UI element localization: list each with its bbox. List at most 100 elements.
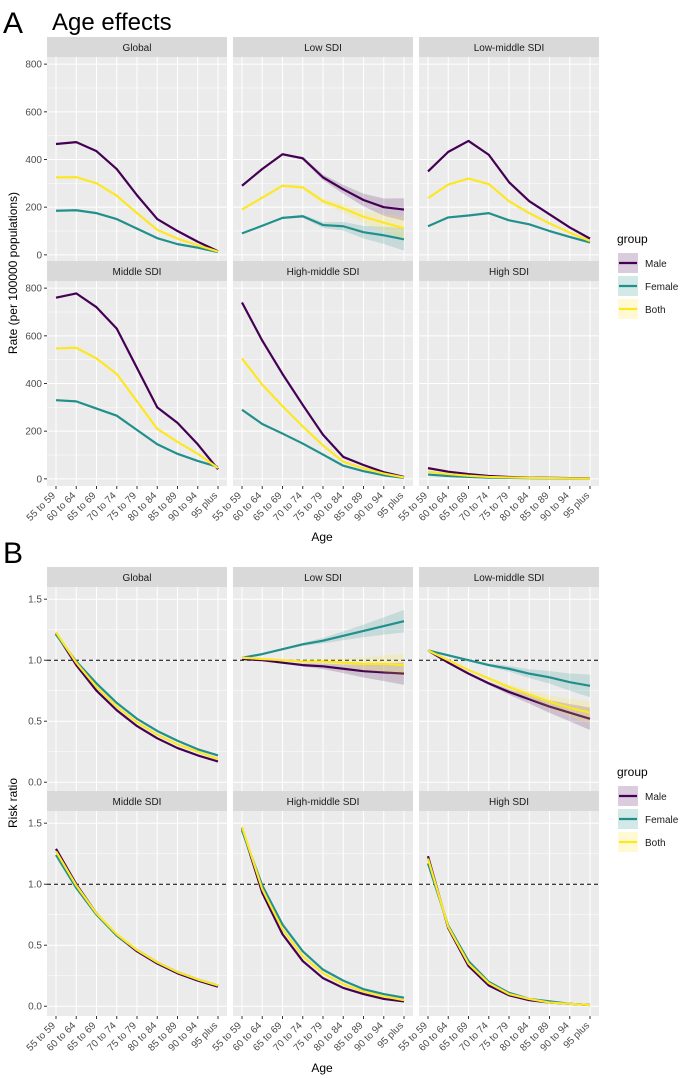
y-axis-title: Risk ratio	[6, 778, 20, 828]
facet-strip-label: Low-middle SDI	[474, 573, 545, 584]
facet-strip	[419, 567, 599, 587]
facet-global: Global 0.0 0.5 1.0 1.5	[28, 567, 227, 792]
series-line-female	[241, 215, 405, 241]
facet-strip	[419, 261, 599, 281]
facet-strip	[233, 791, 413, 811]
x-axis-title: Age	[311, 1061, 333, 1075]
facet-strip	[47, 567, 227, 587]
series-line-male	[427, 649, 591, 720]
confidence-band-female	[428, 650, 590, 698]
y-tick-label: 0.5	[28, 717, 42, 728]
facet-low-sdi: Low SDI	[233, 37, 413, 262]
facet-strip	[233, 567, 413, 587]
y-tick-label: 0	[36, 250, 42, 261]
series-line-both	[427, 649, 591, 714]
series-line-male	[241, 301, 405, 479]
series-line-male	[240, 827, 405, 1003]
y-tick-label: 200	[25, 203, 42, 214]
series-line-both	[55, 176, 219, 253]
facet-strip	[47, 37, 227, 57]
legend-label-both: Both	[645, 305, 666, 316]
facet-strip-label: High-middle SDI	[287, 267, 360, 278]
facet-strip-label: Global	[123, 573, 152, 584]
series-line-female	[55, 209, 219, 254]
series-line-both	[240, 826, 405, 1002]
y-tick-label: 0.0	[28, 1002, 42, 1013]
legend-label-female: Female	[645, 815, 679, 826]
panel-a-letter: A	[3, 7, 23, 40]
confidence-band-male	[242, 658, 404, 685]
y-tick-label: 800	[25, 284, 42, 295]
facet-strip	[47, 791, 227, 811]
y-tick-label: 1.0	[28, 880, 42, 891]
y-tick-label: 1.5	[28, 819, 42, 830]
series-line-male	[241, 153, 405, 211]
series-line-both	[241, 184, 405, 230]
facet-strip	[233, 261, 413, 281]
chart-risk-ratio: Global 0.0 0.5 1.0 1.5 Low SDI Low-middle SDI M…	[6, 567, 679, 1075]
facet-strip-label: High-middle SDI	[287, 797, 360, 808]
facet-strip-label: Middle SDI	[113, 267, 162, 278]
y-tick-label: 800	[25, 60, 42, 71]
y-tick-label: 0.5	[28, 941, 42, 952]
facet-low-middle-sdi: Low-middle SDI	[419, 37, 599, 262]
confidence-band-male	[242, 153, 404, 221]
series-line-female	[427, 212, 591, 244]
confidence-band-both	[242, 185, 404, 240]
facet-global: Global 0 200 400 600 800	[25, 37, 227, 262]
series-line-female	[55, 399, 219, 468]
y-tick-label: 1.5	[28, 595, 42, 606]
facet-low-sdi: Low SDI	[233, 567, 413, 792]
confidence-band-female	[242, 609, 404, 658]
y-tick-label: 0	[36, 474, 42, 485]
series-line-male	[55, 632, 219, 763]
legend-label-male: Male	[645, 792, 667, 803]
series-line-both	[426, 858, 591, 1007]
series-line-female	[240, 830, 405, 999]
chart-age-effects: Global 0 200 400 600 800 Low SDI Low-middle SDI…	[6, 37, 679, 544]
y-tick-label: 600	[25, 107, 42, 118]
y-axis-title: Rate (per 100000 populations)	[6, 192, 20, 354]
y-tick-label: 600	[25, 331, 42, 342]
series-line-both	[55, 346, 219, 470]
facet-strip-label: High SDI	[489, 267, 529, 278]
y-tick-label: 400	[25, 379, 42, 390]
facet-strip-label: Low-middle SDI	[474, 43, 545, 54]
confidence-band-both	[242, 653, 404, 677]
series-line-male	[55, 140, 219, 253]
legend: group Male Female Both	[617, 765, 679, 852]
panel-a-title: Age effects	[52, 9, 172, 36]
legend-title: group	[617, 232, 648, 246]
series-line-female	[55, 633, 219, 757]
series-line-female	[427, 649, 591, 687]
series-line-both	[427, 177, 591, 243]
series-line-female	[241, 620, 405, 659]
legend-label-both: Both	[645, 838, 666, 849]
facet-strip-label: Global	[123, 43, 152, 54]
facet-low-middle-sdi: Low-middle SDI	[419, 567, 599, 792]
panel-b-letter: B	[3, 537, 23, 570]
facet-strip	[47, 261, 227, 281]
facet-strip	[419, 37, 599, 57]
legend-label-female: Female	[645, 282, 679, 293]
series-line-male	[55, 292, 219, 471]
series-line-male	[241, 657, 405, 675]
facet-strip-label: Low SDI	[304, 573, 342, 584]
series-line-female	[241, 408, 405, 479]
series-line-both	[427, 470, 591, 480]
series-line-both	[55, 631, 219, 761]
series-line-both	[55, 850, 219, 987]
facet-strip-label: High SDI	[489, 797, 529, 808]
confidence-band-male	[428, 650, 590, 731]
series-line-both	[241, 357, 405, 479]
y-tick-label: 400	[25, 155, 42, 166]
facet-strip-label: Middle SDI	[113, 797, 162, 808]
y-tick-label: 1.0	[28, 656, 42, 667]
legend-label-male: Male	[645, 259, 667, 270]
